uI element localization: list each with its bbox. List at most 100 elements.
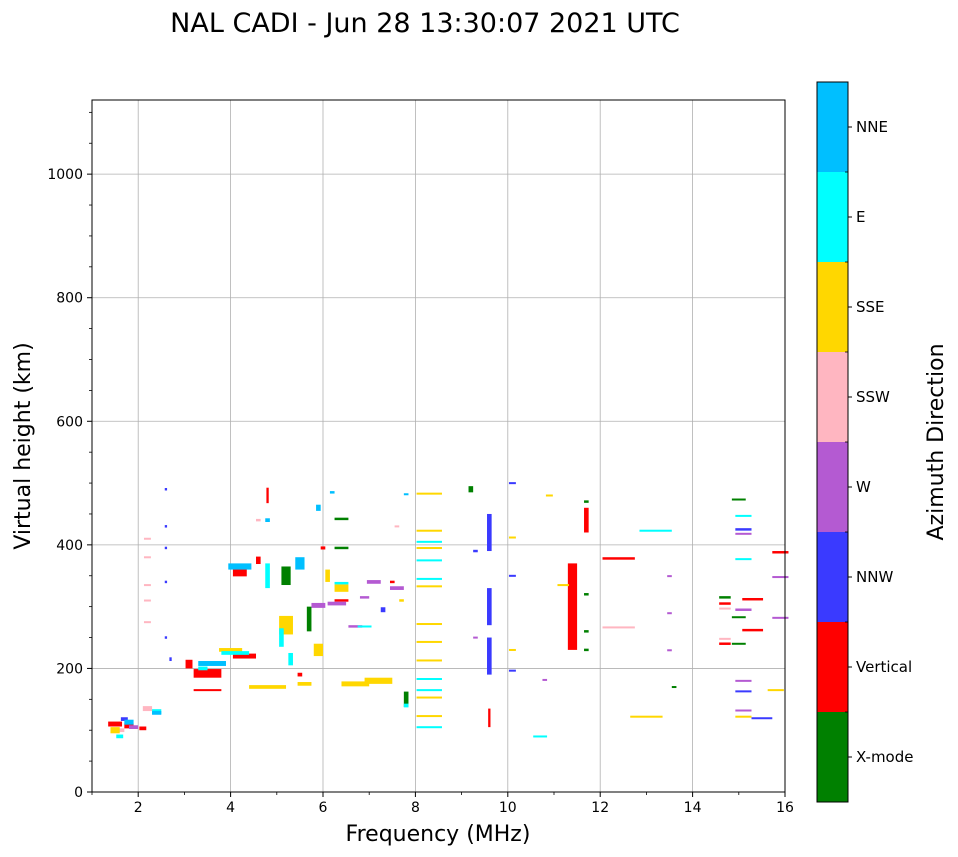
data-point-ssw xyxy=(143,584,151,587)
data-point-w xyxy=(667,575,672,578)
data-point-nnw xyxy=(164,580,168,584)
y-tick-label: 400 xyxy=(56,538,83,554)
data-points xyxy=(108,482,789,739)
data-point-vertical xyxy=(193,689,222,692)
data-point-vertical xyxy=(266,487,269,504)
data-point-vertical xyxy=(719,602,731,605)
data-point-vertical xyxy=(334,599,349,602)
x-tick-label: 8 xyxy=(411,800,420,816)
data-point-x-mode xyxy=(584,630,589,633)
data-point-w xyxy=(735,608,752,611)
data-point-nnw xyxy=(487,513,492,552)
data-point-vertical xyxy=(139,726,147,731)
data-point-nnw xyxy=(508,669,516,672)
data-point-x-mode xyxy=(334,546,349,550)
data-point-sse xyxy=(297,682,312,686)
y-axis-label: Virtual height (km) xyxy=(11,342,36,549)
plot-frame xyxy=(91,99,786,793)
data-point-e xyxy=(403,703,409,708)
y-tick-label: 1000 xyxy=(47,167,83,183)
data-point-e xyxy=(279,628,284,647)
data-point-w xyxy=(473,636,478,639)
data-point-x-mode xyxy=(281,566,291,586)
data-point-ssw xyxy=(143,599,151,602)
data-point-nne xyxy=(403,493,409,496)
data-point-w xyxy=(667,612,672,615)
data-point-x-mode xyxy=(403,691,409,708)
data-point-sse xyxy=(313,643,323,657)
colorbar-tick-label: X-mode xyxy=(856,748,913,766)
data-point-nne xyxy=(329,491,335,494)
data-point-vertical xyxy=(232,568,247,577)
data-point-ssw xyxy=(602,626,635,629)
colorbar-segment xyxy=(817,712,848,802)
data-point-nnw xyxy=(473,549,478,553)
data-point-sse xyxy=(416,492,442,495)
colorbar-segment xyxy=(817,442,848,532)
y-tick-label: 800 xyxy=(56,291,83,307)
data-point-nnw xyxy=(380,607,386,613)
data-point-vertical xyxy=(772,551,789,554)
data-point-e xyxy=(288,652,293,666)
grid xyxy=(92,100,786,793)
data-point-e xyxy=(416,540,442,543)
data-point-x-mode xyxy=(584,648,589,652)
data-point-sse xyxy=(416,547,442,550)
data-point-e xyxy=(116,734,124,739)
data-point-e xyxy=(416,689,442,692)
data-point-sse xyxy=(249,685,287,689)
data-point-vertical xyxy=(389,580,395,584)
data-point-ssw xyxy=(142,706,153,712)
data-point-e xyxy=(639,529,672,532)
data-point-e xyxy=(198,666,208,671)
x-tick-label: 4 xyxy=(226,800,235,816)
x-tick-label: 14 xyxy=(684,800,702,816)
data-point-sse xyxy=(334,584,349,592)
data-point-sse xyxy=(508,648,516,651)
data-point-sse xyxy=(364,677,393,684)
data-point-x-mode xyxy=(334,517,349,521)
data-point-vertical xyxy=(584,507,589,533)
colorbar-segment xyxy=(817,622,848,712)
data-point-e xyxy=(416,559,442,562)
data-point-sse xyxy=(557,584,570,587)
data-point-nne xyxy=(228,563,252,570)
colorbar-segment xyxy=(817,172,848,262)
data-point-x-mode xyxy=(731,616,746,619)
data-point-nnw xyxy=(735,528,752,531)
data-point-w xyxy=(348,625,363,628)
data-point-ssw xyxy=(143,556,151,559)
data-point-sse xyxy=(416,585,442,588)
data-point-sse xyxy=(325,569,330,582)
data-point-vertical xyxy=(742,628,764,632)
data-point-vertical xyxy=(488,708,491,728)
data-point-nnw xyxy=(508,574,516,577)
data-point-nnw xyxy=(164,546,168,550)
x-tick-label: 12 xyxy=(591,800,609,816)
y-tick-label: 0 xyxy=(74,785,83,801)
data-point-e xyxy=(416,678,442,681)
data-point-vertical xyxy=(602,557,635,560)
data-point-ssw xyxy=(256,518,261,522)
data-point-w xyxy=(772,576,789,579)
data-point-sse xyxy=(416,696,442,699)
x-tick-label: 10 xyxy=(499,800,517,816)
data-point-nnw xyxy=(735,690,752,693)
data-point-e xyxy=(265,563,270,589)
data-point-e xyxy=(533,735,548,738)
data-point-w xyxy=(735,679,752,682)
colorbar-segment xyxy=(817,352,848,442)
colorbar-tick-label: SSE xyxy=(856,298,885,316)
data-point-w xyxy=(735,709,752,712)
data-point-vertical xyxy=(185,659,193,669)
data-point-e xyxy=(334,581,349,585)
data-point-x-mode xyxy=(584,500,589,503)
colorbar-tick-label: NNE xyxy=(856,118,888,136)
data-point-w xyxy=(366,580,381,584)
colorbar-frame xyxy=(816,81,849,803)
data-point-nne xyxy=(124,719,134,725)
x-axis: 2 4 6 8 10 12 14 16 xyxy=(91,792,794,816)
data-point-sse xyxy=(416,659,442,662)
data-point-w xyxy=(667,649,672,652)
